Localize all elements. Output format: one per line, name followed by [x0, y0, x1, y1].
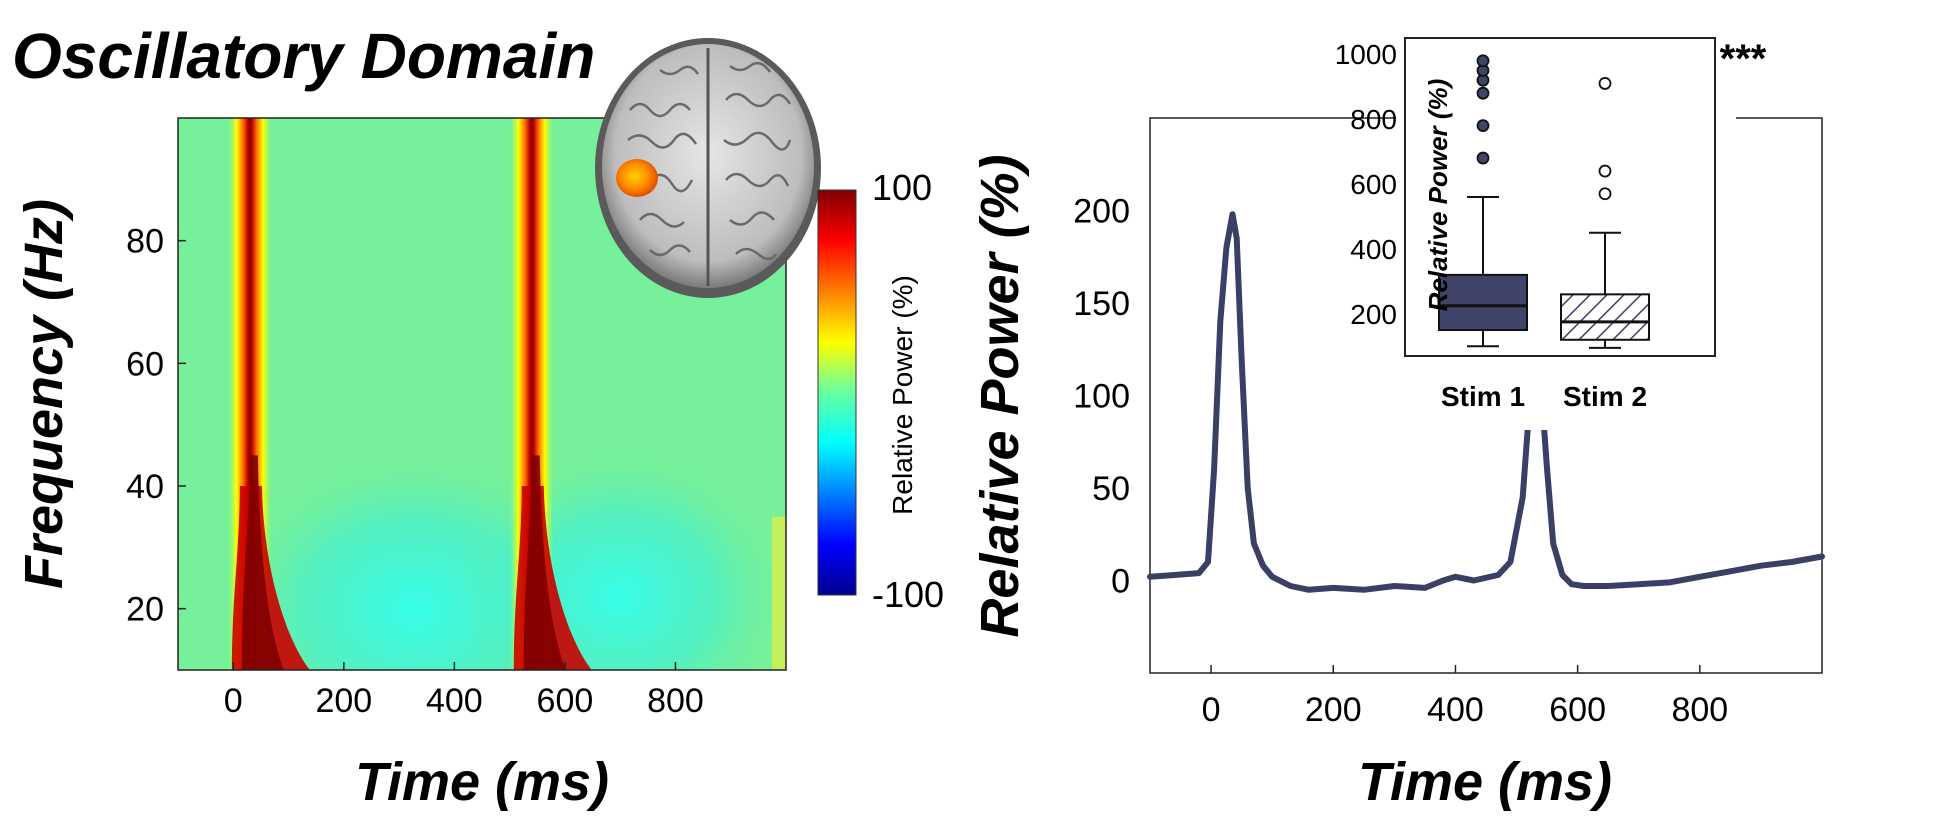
line-y-tick-label: 200 — [1073, 193, 1130, 231]
heatmap-x-tick-label: 400 — [426, 682, 483, 720]
colorbar-max-label: 100 — [872, 167, 932, 208]
line-y-tick-label: 100 — [1073, 378, 1130, 416]
heatmap-x-tick-label: 800 — [647, 682, 704, 720]
inset-outlier — [1598, 164, 1612, 178]
heatmap-edge — [772, 516, 786, 670]
heatmap-y-label: Frequency (Hz) — [14, 199, 74, 589]
heatmap-y-tick-label: 80 — [126, 223, 164, 261]
brain-inset — [595, 38, 821, 298]
line-x-tick-label: 0 — [1202, 691, 1221, 729]
inset-outlier — [1598, 187, 1612, 201]
inset-outlier — [1476, 151, 1490, 165]
inset-box — [1560, 293, 1650, 341]
line-x-tick-label: 600 — [1549, 691, 1606, 729]
heatmap-x-tick-label: 600 — [537, 682, 594, 720]
line-series — [1147, 211, 1825, 593]
heatmap-x-label: Time (ms) — [355, 752, 609, 812]
colorbar-label: Relative Power (%) — [887, 275, 918, 515]
line-x-label: Time (ms) — [1358, 752, 1612, 812]
inset-outlier — [1476, 86, 1490, 100]
line-x-tick-label: 400 — [1427, 691, 1484, 729]
line-y-tick-label: 50 — [1092, 470, 1130, 508]
box-inset: 200 400 600 800 1000 Stim 1 Stim 2 — [1335, 30, 1736, 430]
significance-label: *** — [1720, 37, 1767, 81]
line-y-label: Relative Power (%) — [970, 154, 1030, 637]
inset-y-tick-label: 1000 — [1335, 39, 1397, 70]
inset-outlier — [1476, 119, 1490, 133]
inset-y-tick-label: 400 — [1350, 234, 1397, 265]
heatmap-burst-core — [523, 455, 566, 670]
inset-outlier — [1476, 54, 1490, 68]
line-x-tick-label: 800 — [1671, 691, 1728, 729]
heatmap-burst-core — [241, 455, 284, 670]
colorbar-gradient — [817, 189, 857, 596]
heatmap-x-tick-label: 0 — [224, 682, 243, 720]
brain-gyri — [627, 61, 792, 261]
heatmap-y-tick-label: 40 — [126, 468, 164, 506]
inset-y-label: Relative Power (%) — [1423, 79, 1453, 312]
line-y-tick-label: 150 — [1073, 285, 1130, 323]
colorbar-min-label: -100 — [872, 574, 944, 615]
colorbar: 100 -100 Relative Power (%) — [817, 167, 944, 615]
inset-y-tick-label: 800 — [1350, 104, 1397, 135]
inset-y-tick-label: 600 — [1350, 169, 1397, 200]
line-x-tick-label: 200 — [1305, 691, 1362, 729]
inset-category-label: Stim 1 — [1441, 381, 1525, 412]
inset-outlier — [1598, 77, 1612, 90]
inset-box — [1438, 273, 1528, 332]
inset-y-tick-label: 200 — [1350, 299, 1397, 330]
inset-category-label: Stim 2 — [1563, 381, 1647, 412]
heatmap-low-region — [460, 456, 781, 670]
heatmap-x-tick-label: 200 — [315, 682, 372, 720]
brain-activation-spot — [616, 159, 658, 197]
line-y-tick-label: 0 — [1111, 563, 1130, 601]
heatmap-frame — [177, 117, 787, 671]
heatmap-y-tick-label: 20 — [126, 591, 164, 629]
figure-title: Oscillatory Domain — [12, 20, 595, 92]
heatmap-y-tick-label: 60 — [126, 345, 164, 383]
